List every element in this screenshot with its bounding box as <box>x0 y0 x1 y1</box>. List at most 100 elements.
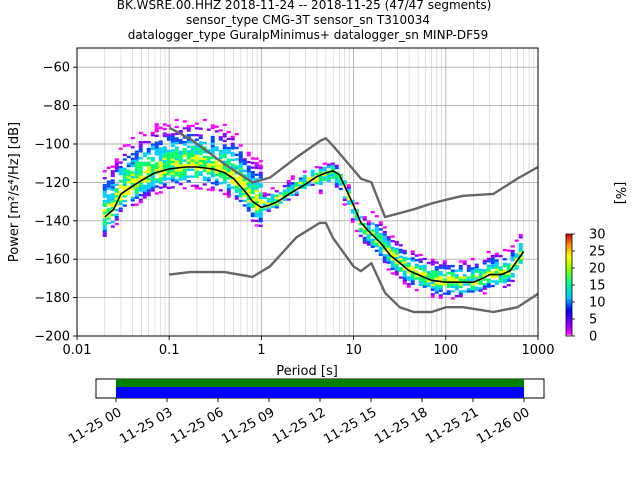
histogram-cell <box>306 177 311 180</box>
histogram-cell <box>246 170 251 173</box>
histogram-cell <box>286 184 291 187</box>
histogram-cell <box>158 177 163 180</box>
histogram-cell <box>150 157 155 160</box>
histogram-cell <box>194 187 199 190</box>
histogram-cell <box>242 162 247 166</box>
histogram-cell <box>234 158 239 161</box>
histogram-cell <box>174 164 179 168</box>
histogram-cell <box>130 173 135 177</box>
histogram-cell <box>266 202 271 206</box>
histogram-cell <box>466 288 471 291</box>
histogram-cell <box>174 160 179 163</box>
histogram-cell <box>170 144 175 148</box>
histogram-cell <box>134 168 139 172</box>
histogram-cell <box>174 178 179 182</box>
histogram-cell <box>330 171 335 175</box>
histogram-cell <box>310 183 315 186</box>
histogram-cell <box>414 288 419 292</box>
histogram-cell <box>146 152 151 155</box>
histogram-cell <box>422 278 427 281</box>
histogram-cell <box>122 204 127 207</box>
histogram-cell <box>374 240 379 243</box>
histogram-cell <box>286 179 291 183</box>
histogram-cell <box>138 168 143 171</box>
histogram-cell <box>418 279 423 282</box>
histogram-cell <box>382 244 387 248</box>
histogram-cell <box>230 174 235 178</box>
histogram-cell <box>246 181 251 184</box>
histogram-cell <box>178 157 183 160</box>
histogram-cell <box>174 169 179 172</box>
histogram-cell <box>418 267 423 270</box>
histogram-cell <box>186 163 191 167</box>
histogram-cell <box>258 171 263 174</box>
histogram-cell <box>162 183 167 186</box>
histogram-cell <box>382 249 387 252</box>
histogram-cell <box>154 141 159 144</box>
histogram-cell <box>162 123 167 126</box>
histogram-cell <box>478 273 483 276</box>
colorbar: 0 5 10 15 20 25 30 [%] <box>565 182 627 345</box>
histogram-cell <box>222 174 227 177</box>
histogram-cell <box>102 204 107 207</box>
histogram-cell <box>126 174 131 177</box>
histogram-cell <box>150 166 155 169</box>
histogram-cell <box>290 175 295 178</box>
histogram-cell <box>198 171 203 174</box>
histogram-cell <box>130 153 135 156</box>
histogram-cell <box>114 204 119 207</box>
histogram-cell <box>518 233 523 237</box>
histogram-cell <box>102 200 107 203</box>
histogram-cell <box>174 139 179 142</box>
histogram-cell <box>130 178 135 181</box>
histogram-cell <box>434 286 439 290</box>
histogram-cell <box>446 264 451 268</box>
histogram-cell <box>122 158 127 161</box>
histogram-cell <box>126 181 131 184</box>
histogram-cell <box>398 255 403 258</box>
histogram-cell <box>394 257 399 260</box>
histogram-cell <box>258 199 263 202</box>
histogram-cell <box>242 192 247 196</box>
histogram-cell <box>138 170 143 174</box>
histogram-cell <box>162 148 167 151</box>
histogram-cell <box>114 169 119 173</box>
colorbar-label: [%] <box>612 182 627 205</box>
histogram-cell <box>170 137 175 141</box>
histogram-cell <box>318 175 323 179</box>
histogram-cell <box>282 189 287 192</box>
histogram-cell <box>478 275 483 278</box>
histogram-cell <box>178 171 183 174</box>
histogram-cell <box>238 183 243 186</box>
histogram-cell <box>474 265 479 269</box>
histogram-cell <box>190 175 195 178</box>
histogram-cell <box>498 280 503 283</box>
histogram-cell <box>470 290 475 293</box>
histogram-cell <box>254 219 259 223</box>
histogram-cell <box>470 274 475 277</box>
histogram-cell <box>122 181 127 184</box>
histogram-cell <box>402 249 407 253</box>
histogram-cell <box>162 164 167 168</box>
histogram-cell <box>474 288 479 292</box>
histogram-cell <box>150 175 155 178</box>
histogram-cell <box>474 270 479 273</box>
histogram-cell <box>186 175 191 178</box>
histogram-cell <box>214 125 219 128</box>
histogram-cell <box>398 257 403 261</box>
histogram-cell <box>182 150 187 153</box>
timeline-tick-label: 11-25 03 <box>117 405 175 447</box>
histogram-cell <box>190 134 195 137</box>
histogram-cell <box>158 172 163 176</box>
histogram-cell <box>110 202 115 205</box>
histogram-cell <box>250 219 255 222</box>
histogram-cell <box>110 172 115 175</box>
histogram-cell <box>490 280 495 283</box>
histogram-cell <box>182 175 187 178</box>
histogram-cell <box>138 140 143 144</box>
histogram-cell <box>118 186 123 190</box>
histogram-cell <box>150 187 155 190</box>
histogram-cell <box>322 162 327 165</box>
histogram-cell <box>326 172 331 176</box>
histogram-cell <box>402 277 407 280</box>
